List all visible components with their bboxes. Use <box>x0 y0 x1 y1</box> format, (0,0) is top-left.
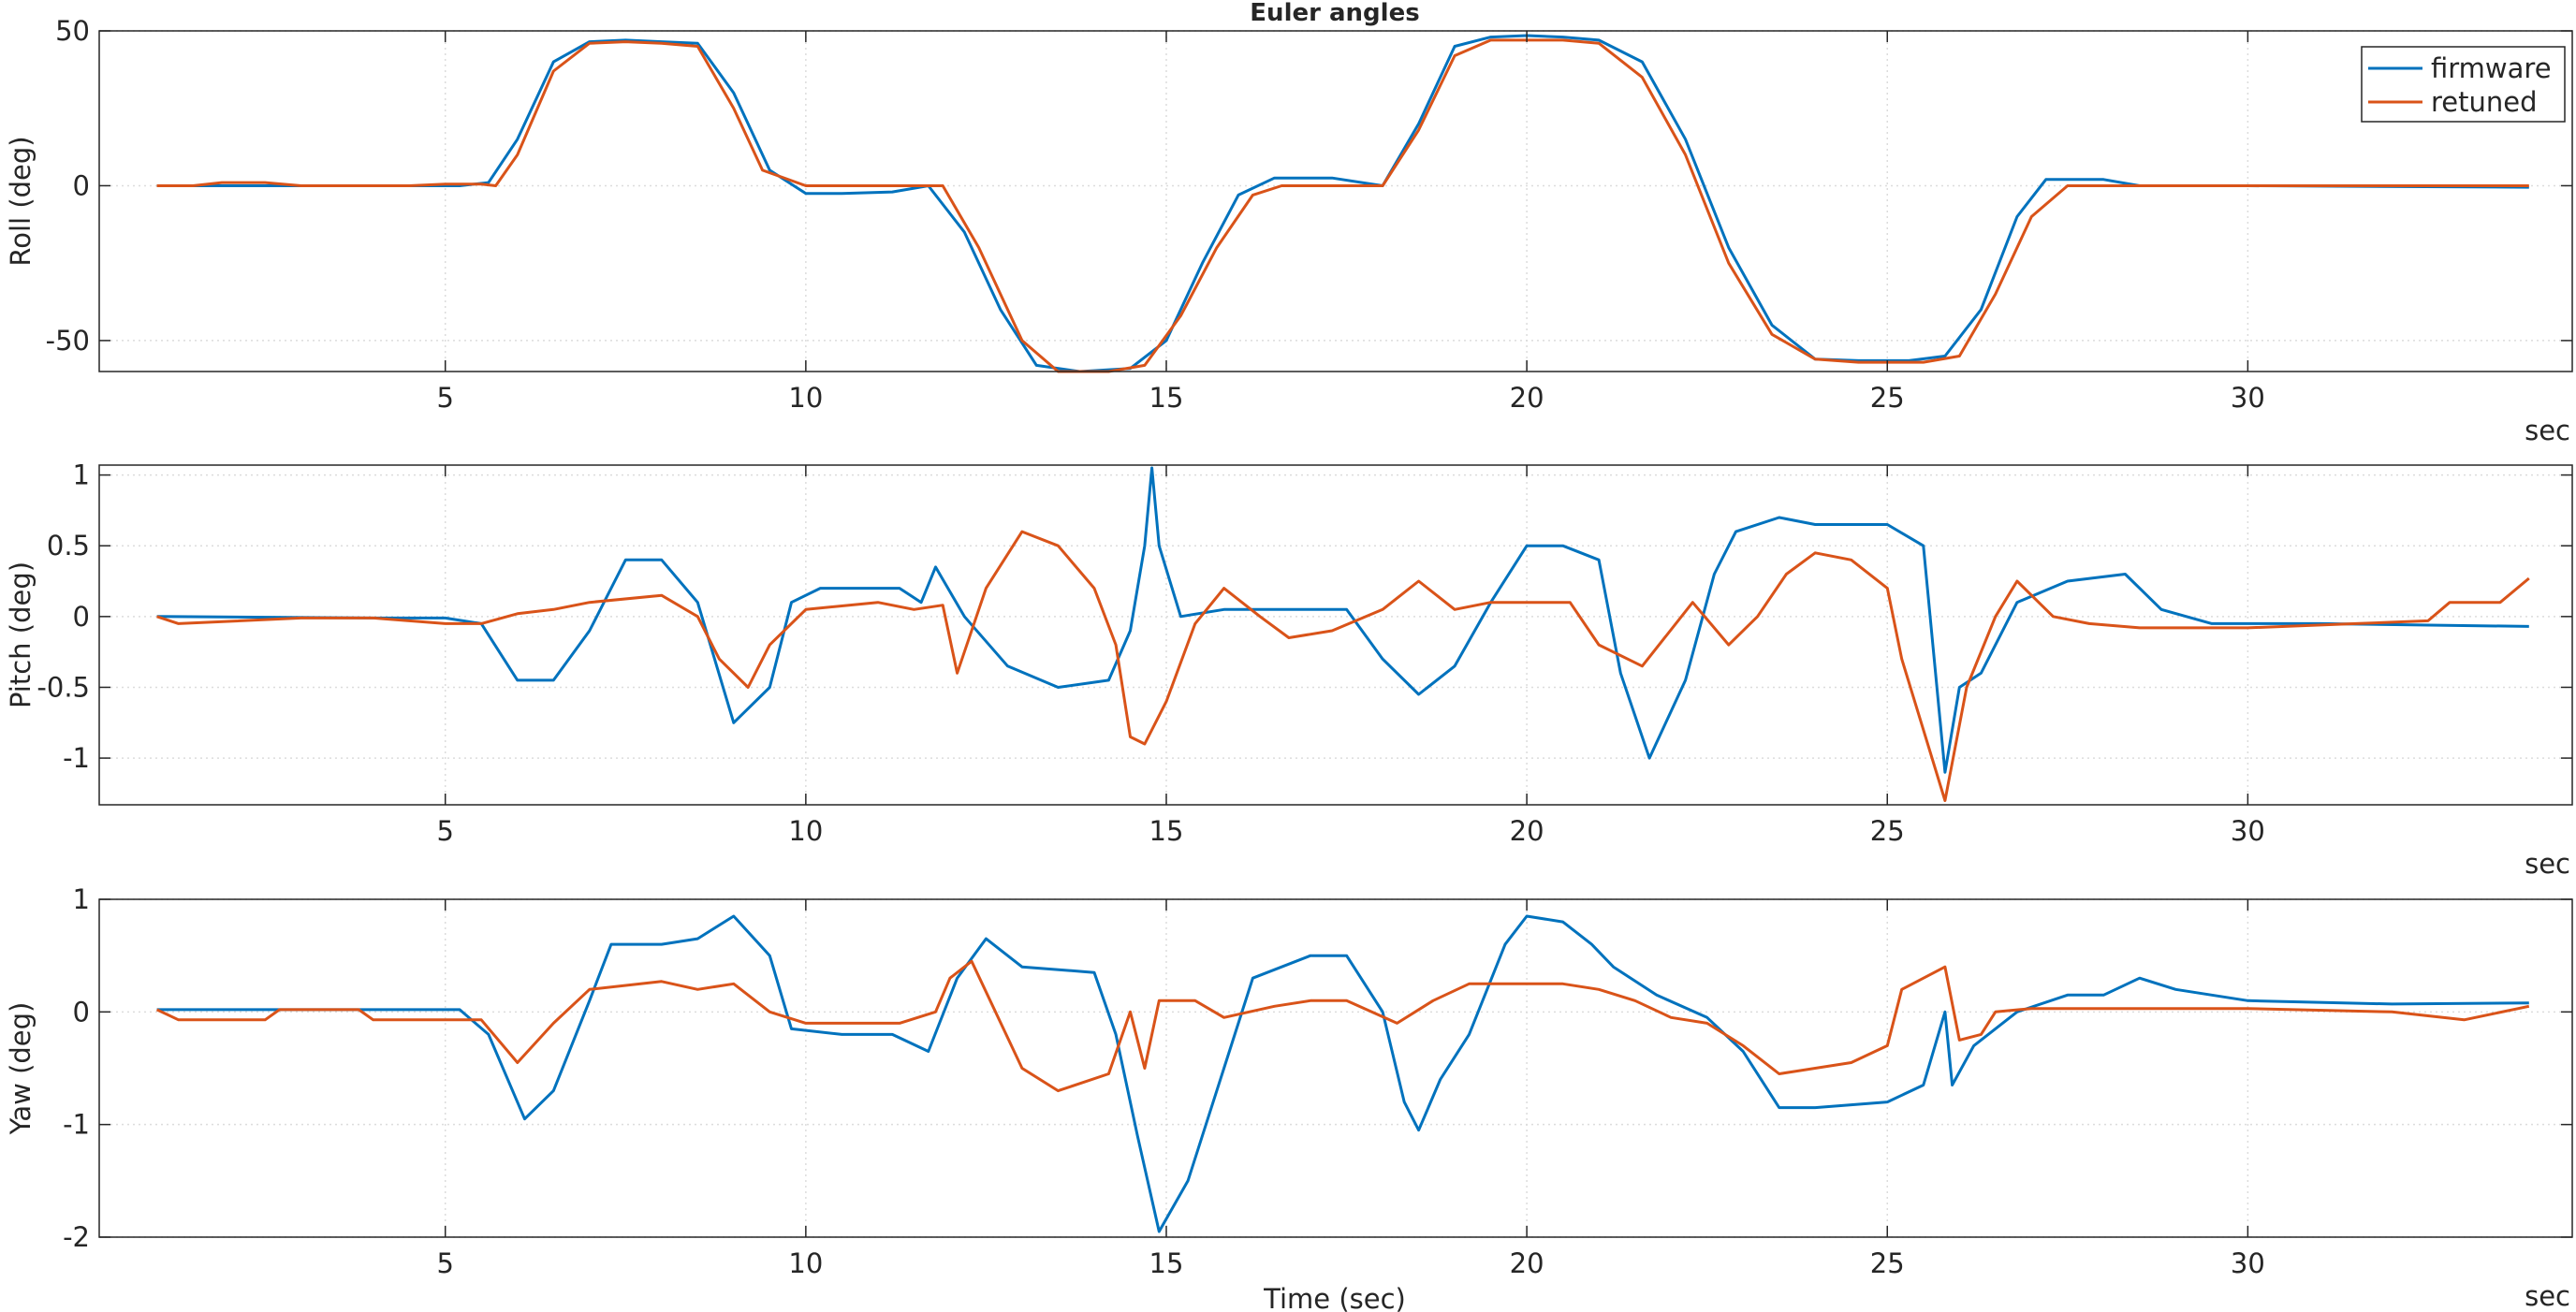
series-line-retuned <box>155 959 2530 1093</box>
x-tick-label: 10 <box>788 1247 823 1279</box>
y-tick-label: 0 <box>73 601 90 633</box>
x-tick-label: 10 <box>788 382 823 414</box>
series-line-firmware <box>156 34 2529 373</box>
axes-box <box>98 898 2573 1238</box>
y-tick-label: 50 <box>55 15 90 47</box>
x-tick-label: 25 <box>1870 1247 1905 1279</box>
x-tick-label: 20 <box>1510 382 1544 414</box>
y-tick-label: -50 <box>46 325 90 357</box>
series-line-retuned <box>156 38 2529 373</box>
x-tick-label: 25 <box>1870 815 1905 847</box>
subplot-3: 5 10 15 20 25 30 sec -2 -1 0 1 Yaw (deg) <box>5 883 2573 1312</box>
chart-title: Euler angles <box>1250 0 1419 27</box>
y-tick-label: 0 <box>73 169 90 201</box>
x-tick-label: 10 <box>788 815 823 847</box>
subplot-1: 5 10 15 20 25 30 sec -50 0 50 Roll (deg) <box>5 15 2573 446</box>
y-tick-label: 0 <box>73 996 90 1028</box>
x-tick-label: 5 <box>436 382 453 414</box>
y-tick-label: -2 <box>63 1221 90 1253</box>
y-axis-label: Pitch (deg) <box>5 561 37 708</box>
legend-box <box>2361 46 2566 123</box>
x-tick-label: 15 <box>1149 382 1184 414</box>
y-tick-label: -0.5 <box>37 671 90 703</box>
x-exponent-label: sec <box>2525 1280 2570 1312</box>
x-tick-label: 5 <box>436 815 453 847</box>
x-tick-label: 30 <box>2231 815 2265 847</box>
x-tick-label: 30 <box>2231 382 2265 414</box>
legend-label-firmware: firmware <box>2431 52 2552 84</box>
series-line-retuned <box>156 530 2530 802</box>
y-tick-label: 0.5 <box>47 530 90 561</box>
axes-box <box>98 30 2573 372</box>
axes-box <box>98 464 2573 806</box>
series-line-firmware <box>156 914 2529 1233</box>
y-tick-label: 1 <box>73 883 90 915</box>
x-axis-label: Time (sec) <box>1263 1283 1406 1312</box>
x-tick-label: 15 <box>1149 815 1184 847</box>
x-tick-label: 30 <box>2231 1247 2265 1279</box>
x-tick-label: 5 <box>436 1247 453 1279</box>
x-exponent-label: sec <box>2525 848 2570 880</box>
legend-label-retuned: retuned <box>2431 86 2538 118</box>
series-line-firmware <box>156 466 2529 774</box>
x-exponent-label: sec <box>2525 415 2570 446</box>
y-tick-label: -1 <box>63 1109 90 1141</box>
x-tick-label: 20 <box>1510 1247 1544 1279</box>
y-axis-label: Yaw (deg) <box>5 1002 37 1136</box>
x-tick-label: 20 <box>1510 815 1544 847</box>
y-tick-label: -1 <box>63 742 90 774</box>
y-tick-label: 1 <box>73 459 90 491</box>
y-axis-label: Roll (deg) <box>5 136 37 266</box>
x-tick-label: 15 <box>1149 1247 1184 1279</box>
x-tick-label: 25 <box>1870 382 1905 414</box>
subplot-2: 5 10 15 20 25 30 sec -1 -0.5 0 0.5 1 Pitch (deg) <box>5 459 2573 880</box>
